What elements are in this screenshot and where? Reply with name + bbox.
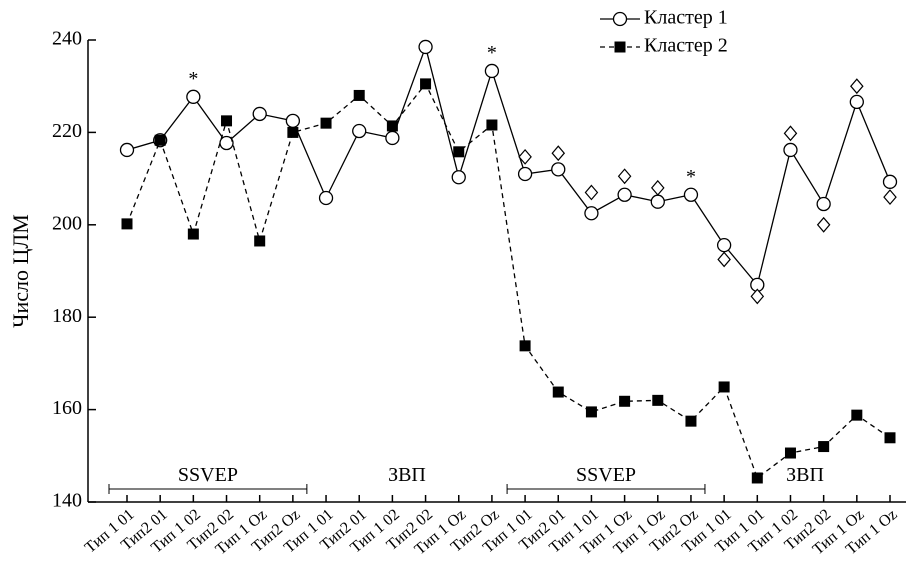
data-point [851, 409, 863, 421]
extra-marker [551, 145, 566, 162]
data-point [386, 120, 398, 132]
data-point [650, 194, 665, 209]
series-line [126, 44, 891, 287]
data-point [352, 123, 367, 139]
data-point [484, 63, 500, 79]
y-tick-label: 200 [52, 212, 82, 234]
data-point [121, 218, 133, 230]
data-point [718, 381, 730, 393]
data-point [519, 340, 531, 352]
y-tick-label: 220 [52, 120, 82, 142]
annotation: * [686, 166, 696, 188]
data-point [685, 415, 697, 427]
extra-marker [816, 216, 831, 233]
data-point [285, 113, 301, 128]
data-point [517, 166, 533, 182]
data-point [320, 117, 332, 129]
y-axis-label: Число ЦЛМ [8, 214, 33, 328]
data-point [254, 235, 266, 247]
data-point [783, 142, 798, 158]
annotation: * [188, 68, 198, 90]
data-point [486, 119, 498, 131]
data-point [584, 206, 599, 221]
y-tick-label: 140 [52, 490, 82, 512]
data-point [154, 134, 166, 146]
data-point [353, 89, 365, 101]
data-point [816, 196, 831, 212]
extra-marker [717, 251, 731, 268]
legend-label: Кластер 1 [644, 7, 728, 29]
y-tick-label: 240 [52, 28, 82, 50]
data-point [252, 106, 267, 122]
data-point [420, 78, 432, 90]
data-point [186, 89, 201, 104]
legend-marker [614, 41, 626, 53]
data-point [784, 447, 796, 459]
data-point [683, 187, 699, 202]
series-line [126, 82, 891, 480]
data-point [884, 432, 896, 444]
group-label: ЗВП [786, 464, 824, 486]
data-point [551, 162, 566, 177]
data-point [617, 187, 632, 202]
group-label: SSVEP [576, 464, 636, 486]
data-point [619, 395, 631, 407]
data-point [418, 39, 433, 55]
extra-marker [750, 288, 765, 305]
data-point [187, 228, 199, 240]
extra-marker [584, 184, 599, 201]
data-point [287, 126, 299, 138]
extra-marker [850, 78, 864, 95]
data-point [652, 394, 664, 406]
data-point [453, 146, 465, 158]
data-point [818, 441, 830, 453]
data-point [219, 135, 234, 151]
legend-label: Кластер 2 [644, 35, 728, 57]
extra-marker [617, 168, 632, 185]
group-label: ЗВП [388, 464, 426, 486]
extra-marker [883, 189, 897, 206]
data-point [849, 94, 864, 110]
data-point [221, 115, 233, 127]
data-point [751, 472, 763, 484]
legend-marker [612, 11, 628, 27]
data-point [318, 190, 334, 206]
data-point [882, 174, 898, 189]
y-tick-label: 180 [52, 305, 82, 327]
extra-marker [518, 148, 532, 165]
data-point [451, 170, 466, 185]
data-point [552, 386, 564, 398]
data-point [716, 237, 732, 253]
extra-marker [650, 179, 665, 196]
group-label: SSVEP [178, 464, 238, 486]
y-tick-label: 160 [52, 397, 82, 419]
extra-marker [783, 125, 798, 142]
data-point [385, 130, 400, 146]
annotation: * [487, 42, 497, 64]
data-point [119, 142, 135, 158]
data-point [585, 406, 597, 418]
